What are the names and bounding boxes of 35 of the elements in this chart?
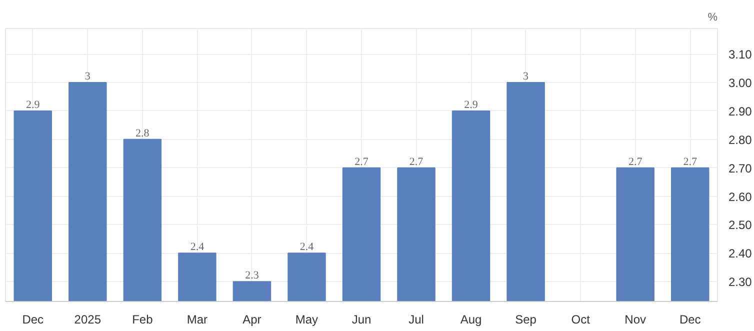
- x-tick-label: Feb: [132, 312, 154, 326]
- x-tick-label: Aug: [460, 312, 482, 326]
- x-tick-label: Nov: [624, 312, 646, 326]
- x-tick-label: Dec: [22, 312, 44, 326]
- y-axis-title: %: [708, 12, 718, 24]
- data-label: 2.3: [245, 270, 260, 282]
- data-label: 3: [84, 70, 91, 83]
- y-tick-label: 2.70: [728, 161, 752, 176]
- x-tick-label: 2025: [74, 312, 102, 326]
- y-tick-label: 2.60: [728, 190, 752, 204]
- data-label: 2.7: [628, 156, 643, 168]
- x-tick-label: May: [295, 312, 318, 326]
- y-tick-label: 2.90: [728, 104, 752, 118]
- data-label: 2.7: [409, 156, 424, 168]
- x-tick-label: Dec: [679, 312, 701, 326]
- data-label: 2.4: [190, 241, 205, 254]
- y-tick-label: 2.40: [728, 246, 752, 261]
- x-tick-label: Oct: [571, 312, 591, 326]
- data-label: 2.7: [354, 156, 369, 168]
- y-tick-label: 2.80: [728, 132, 752, 147]
- x-tick-label: Jul: [408, 312, 424, 326]
- x-tick-label: Sep: [515, 312, 537, 326]
- y-tick-label: 2.50: [728, 218, 752, 232]
- data-label: 2.4: [300, 241, 314, 254]
- data-label: 2.7: [683, 156, 698, 168]
- x-tick-label: Jun: [352, 312, 372, 326]
- y-tick-label: 3.10: [728, 48, 752, 62]
- data-label: 2.9: [464, 98, 478, 111]
- data-label: 2.9: [26, 98, 40, 111]
- y-tick-label: 2.30: [728, 275, 752, 290]
- x-tick-label: Mar: [186, 312, 208, 326]
- x-tick-label: Apr: [242, 312, 262, 326]
- data-label: 3: [523, 70, 530, 83]
- y-tick-label: 3.00: [728, 76, 752, 90]
- data-label: 2.8: [136, 127, 150, 140]
